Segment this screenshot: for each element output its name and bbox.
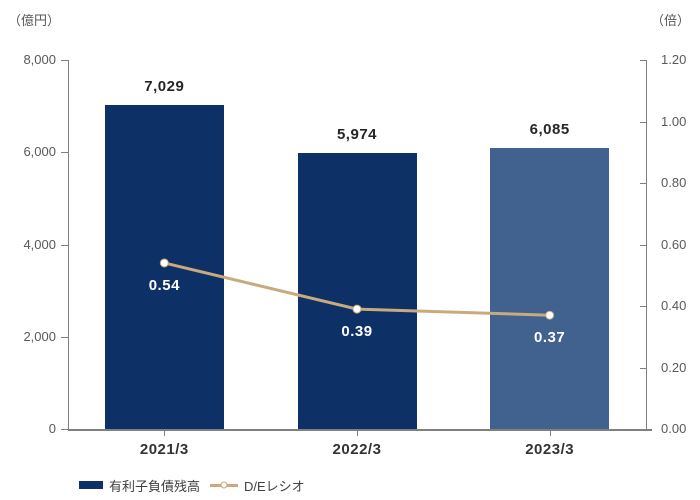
left-axis-tick <box>61 336 68 338</box>
bar-2021/3 <box>104 104 224 429</box>
left-axis-unit-label: （億円） <box>8 13 61 28</box>
legend-line-swatch <box>210 481 238 489</box>
right-axis-tick-label: 0.80 <box>661 175 687 190</box>
right-axis-tick <box>640 121 647 123</box>
left-axis-tick-label: 8,000 <box>23 52 56 67</box>
legend-item-bar-series: 有利子負債残高 <box>79 476 200 494</box>
left-axis-tick-label: 2,000 <box>23 328 56 344</box>
right-axis-tick <box>640 244 647 246</box>
right-axis-unit-label: （倍） <box>650 13 690 28</box>
x-axis-tick <box>549 431 551 436</box>
right-axis-tick-label: 0.00 <box>661 421 687 436</box>
right-axis-tick-label: 0.60 <box>661 236 687 252</box>
x-axis-line <box>68 429 652 431</box>
right-axis-tick <box>640 429 647 430</box>
ratio-data-label: 0.39 <box>341 323 373 341</box>
ratio-data-label: 0.54 <box>148 276 180 294</box>
right-axis-tick <box>640 60 647 61</box>
right-axis-tick-label: 0.20 <box>661 359 687 375</box>
x-axis-label: 2021/3 <box>139 441 189 458</box>
left-axis-tick-label: 4,000 <box>23 236 56 252</box>
left-axis-tick-label: 0 <box>48 421 56 436</box>
left-axis-tick <box>61 60 68 61</box>
right-axis-tick-label: 0.40 <box>661 298 687 313</box>
bar-value-label: 6,085 <box>529 121 570 139</box>
left-axis-tick <box>61 429 68 430</box>
right-axis-tick <box>640 306 647 307</box>
legend-line-marker-icon <box>220 481 228 489</box>
left-axis-tick <box>61 152 68 154</box>
legend-item-line-series: D/Eレシオ <box>210 476 305 494</box>
right-axis-tick <box>640 367 647 369</box>
x-axis-label: 2022/3 <box>332 441 382 458</box>
bar-2022/3 <box>297 153 417 429</box>
right-axis-tick <box>640 183 647 184</box>
right-axis-tick-label: 1.00 <box>661 113 687 129</box>
left-axis-tick-label: 6,000 <box>23 144 56 160</box>
bar-value-label: 5,974 <box>336 126 378 144</box>
legend-bar-label: 有利子負債残高 <box>109 478 201 494</box>
legend: 有利子負債残高 D/Eレシオ <box>0 476 700 496</box>
legend-line-label: D/Eレシオ <box>244 478 305 494</box>
x-axis-label: 2023/3 <box>525 441 575 458</box>
legend-bar-swatch <box>79 481 103 489</box>
left-axis-tick <box>61 244 68 246</box>
x-axis-tick <box>357 431 358 436</box>
ratio-data-label: 0.37 <box>534 329 566 347</box>
bar-value-label: 7,029 <box>144 77 185 95</box>
right-axis-tick-label: 1.20 <box>661 52 687 67</box>
bar-2023/3 <box>490 148 610 429</box>
left-axis-line <box>68 60 69 430</box>
x-axis-tick <box>164 431 166 436</box>
